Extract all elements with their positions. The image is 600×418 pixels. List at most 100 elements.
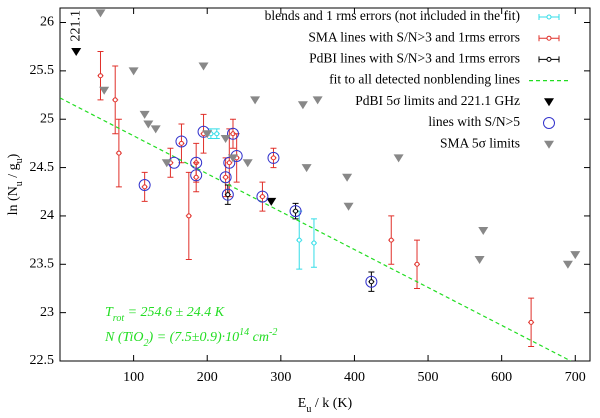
limit-marker bbox=[393, 154, 404, 163]
snr-circle bbox=[221, 188, 234, 201]
point bbox=[528, 319, 534, 325]
y-axis-label-part: u bbox=[14, 158, 25, 163]
point bbox=[116, 150, 122, 156]
limit-marker bbox=[198, 62, 209, 71]
point bbox=[142, 184, 148, 190]
point bbox=[225, 192, 231, 198]
y-tick-label: 23 bbox=[40, 305, 54, 320]
limit-marker bbox=[242, 159, 253, 168]
legend-label: PdBI 5σ limits and 221.1 GHz bbox=[355, 93, 520, 108]
legend-symbol bbox=[543, 117, 555, 129]
legend-label: PdBI lines with S/N>3 and 1rms errors bbox=[309, 50, 520, 65]
point bbox=[311, 240, 317, 246]
fit-text-part: = 254.6 ± 24.4 K bbox=[124, 305, 225, 320]
snr-circle bbox=[175, 135, 188, 148]
y-tick-label: 24.5 bbox=[30, 160, 55, 175]
x-axis-label-part: / k (K) bbox=[311, 396, 352, 411]
limit-marker bbox=[161, 159, 172, 168]
limit-marker bbox=[250, 96, 261, 105]
limit-marker bbox=[143, 120, 154, 129]
point bbox=[223, 174, 229, 180]
x-tick-label: 100 bbox=[123, 370, 144, 385]
fit-text-part: N bbox=[104, 330, 115, 345]
snr-circle bbox=[267, 151, 280, 164]
limit-marker bbox=[343, 202, 354, 211]
y-tick-label: 24 bbox=[40, 208, 54, 223]
point bbox=[97, 73, 103, 79]
legend-symbol bbox=[546, 56, 552, 62]
fit-text-part: (TiO bbox=[114, 330, 143, 345]
y-tick-label: 25.5 bbox=[30, 63, 55, 78]
x-axis-label-part: u bbox=[306, 404, 311, 415]
y-tick-label: 23.5 bbox=[30, 257, 55, 272]
x-tick-label: 500 bbox=[418, 370, 439, 385]
snr-circle bbox=[219, 171, 232, 184]
point bbox=[193, 174, 199, 180]
legend-label: fit to all detected nonblending lines bbox=[329, 72, 520, 87]
limit-marker bbox=[71, 48, 82, 57]
point bbox=[186, 213, 192, 219]
fit-text-part: cm bbox=[249, 330, 269, 345]
y-tick-label: 26 bbox=[40, 15, 54, 30]
snr-circle bbox=[226, 127, 239, 140]
limit-marker bbox=[562, 260, 573, 269]
limit-marker bbox=[301, 164, 312, 173]
snr-circle bbox=[223, 156, 236, 169]
legend-symbol bbox=[544, 98, 554, 107]
fit-line bbox=[60, 97, 572, 361]
limit-marker bbox=[220, 135, 231, 144]
fit-text-part: 14 bbox=[239, 327, 249, 338]
fit-text-part: ) = (7.5±0.9)·10 bbox=[148, 330, 240, 345]
legend-label: blends and 1 rms errors (not included in… bbox=[265, 8, 520, 23]
point bbox=[388, 237, 394, 243]
limit-marker bbox=[139, 110, 150, 119]
fit-text: Trot = 254.6 ± 24.4 K bbox=[105, 305, 225, 324]
fit-text: N (TiO2) = (7.5±0.9)·1014 cm-2 bbox=[104, 327, 277, 349]
point bbox=[414, 261, 420, 267]
fit-text-part: 2 bbox=[144, 338, 149, 349]
x-tick-label: 300 bbox=[270, 370, 291, 385]
snr-circle bbox=[138, 178, 151, 191]
point bbox=[259, 194, 265, 200]
x-axis-label-part: E bbox=[298, 396, 307, 411]
y-axis-label-part: / g bbox=[6, 163, 21, 181]
point bbox=[293, 208, 299, 214]
point bbox=[112, 97, 118, 103]
x-tick-label: 400 bbox=[344, 370, 365, 385]
limit-marker bbox=[312, 96, 323, 105]
point bbox=[214, 131, 220, 137]
point bbox=[178, 140, 184, 146]
limit-marker bbox=[297, 101, 308, 110]
legend-label: SMA lines with S/N>3 and 1rms errors bbox=[308, 29, 520, 44]
point bbox=[368, 279, 374, 285]
x-axis-label: Eu / k (K) bbox=[298, 396, 353, 415]
snr-circle bbox=[256, 190, 269, 203]
x-tick-label: 200 bbox=[197, 370, 218, 385]
limit-marker bbox=[227, 154, 238, 163]
legend-symbol bbox=[544, 140, 554, 149]
limit-marker bbox=[128, 67, 139, 76]
limit-marker bbox=[150, 125, 161, 134]
annotation: 221.1 bbox=[68, 10, 83, 42]
fit-text-part: -2 bbox=[269, 327, 277, 338]
limit-marker bbox=[474, 255, 485, 264]
limit-marker bbox=[202, 130, 213, 139]
limit-marker bbox=[478, 226, 489, 235]
plot-frame bbox=[59, 7, 591, 362]
plot-area bbox=[60, 9, 581, 361]
snr-circle bbox=[289, 205, 302, 218]
x-tick-label: 700 bbox=[565, 370, 586, 385]
y-axis-label-part: u bbox=[14, 181, 25, 186]
limit-marker bbox=[99, 86, 110, 95]
snr-circle bbox=[190, 169, 203, 182]
snr-circle bbox=[190, 156, 203, 169]
limit-marker bbox=[95, 9, 106, 18]
point bbox=[226, 160, 232, 166]
legend-label: SMA 5σ limits bbox=[440, 135, 520, 150]
legend-symbol bbox=[546, 35, 552, 41]
fit-text-part: T bbox=[105, 305, 114, 320]
legend-symbol bbox=[546, 14, 552, 20]
y-axis-label-part: ) bbox=[6, 153, 21, 158]
point bbox=[270, 155, 276, 161]
